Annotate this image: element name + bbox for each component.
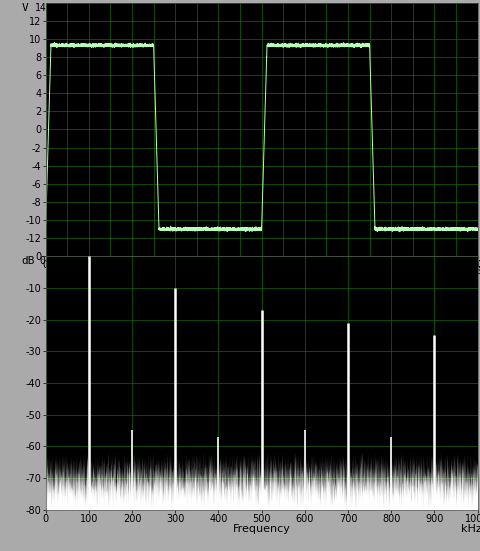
Text: Frequency: Frequency — [233, 523, 290, 533]
Text: 14-: 14- — [35, 3, 52, 13]
Text: Time: Time — [248, 266, 275, 277]
Text: uS: uS — [468, 266, 480, 277]
Text: 0-: 0- — [39, 256, 51, 266]
Text: V: V — [22, 3, 29, 13]
Text: kHz: kHz — [461, 523, 480, 533]
Text: dB: dB — [22, 256, 36, 266]
